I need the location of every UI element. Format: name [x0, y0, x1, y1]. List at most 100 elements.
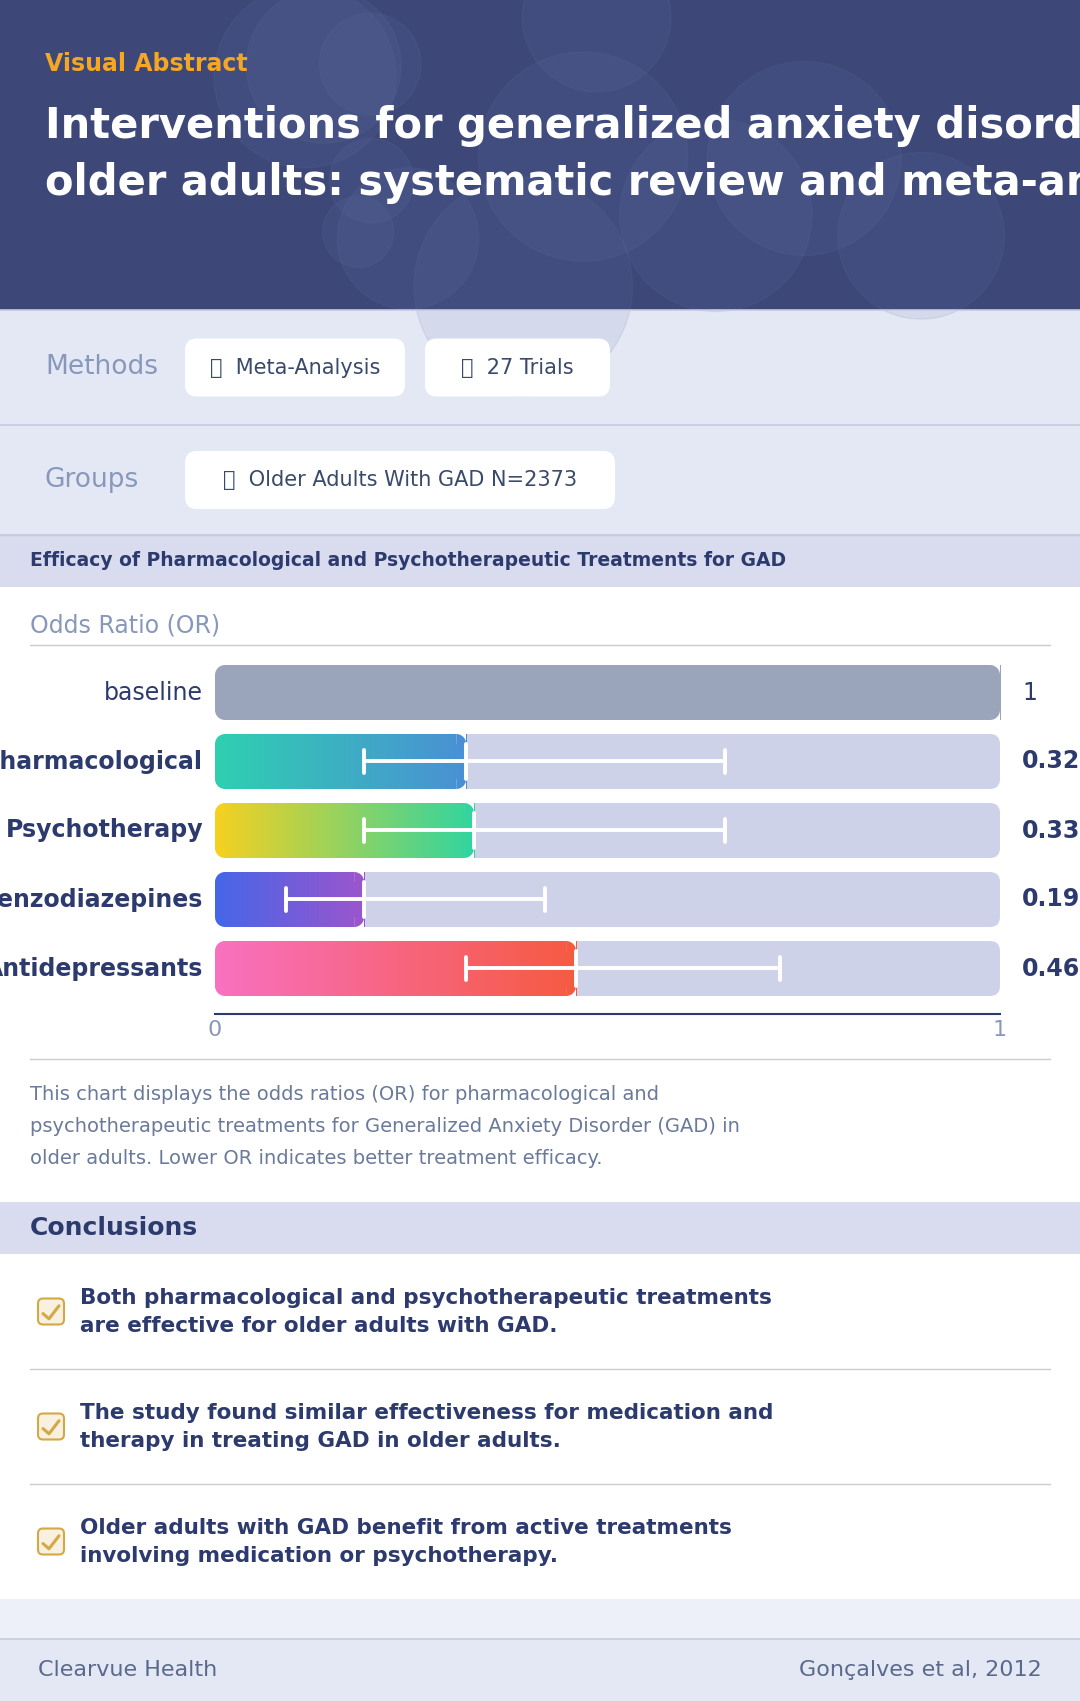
Bar — [252, 735, 254, 789]
Bar — [247, 941, 249, 997]
Bar — [384, 941, 387, 997]
Bar — [252, 873, 253, 927]
Bar — [349, 941, 351, 997]
Bar — [215, 941, 225, 951]
Bar — [788, 665, 792, 720]
Bar — [336, 803, 338, 857]
Bar — [364, 665, 368, 720]
Bar — [568, 941, 570, 997]
Bar — [246, 941, 248, 997]
Bar — [270, 873, 272, 927]
Bar — [423, 735, 426, 789]
Bar — [352, 873, 354, 927]
Bar — [455, 735, 457, 789]
Bar — [893, 665, 896, 720]
Bar — [359, 735, 360, 789]
Bar — [404, 735, 406, 789]
Bar — [312, 803, 314, 857]
Bar — [463, 735, 464, 789]
Bar — [219, 803, 221, 857]
Bar — [297, 803, 299, 857]
Bar — [673, 665, 676, 720]
Bar — [305, 873, 307, 927]
Bar — [544, 665, 549, 720]
Bar — [338, 941, 340, 997]
Bar — [309, 941, 311, 997]
Circle shape — [523, 0, 671, 92]
Bar — [424, 665, 428, 720]
Bar — [334, 803, 336, 857]
Bar — [427, 941, 429, 997]
Bar — [531, 665, 536, 720]
Bar — [461, 665, 464, 720]
Bar — [394, 803, 396, 857]
Bar — [321, 873, 322, 927]
Bar — [284, 735, 285, 789]
Bar — [411, 803, 413, 857]
Bar — [461, 735, 463, 789]
Bar — [363, 803, 365, 857]
Bar — [498, 941, 500, 997]
Bar — [349, 665, 352, 720]
Bar — [820, 665, 823, 720]
Bar — [351, 803, 352, 857]
Bar — [310, 873, 311, 927]
Bar — [475, 941, 477, 997]
Bar — [456, 803, 458, 857]
Text: Pharmacological: Pharmacological — [0, 750, 203, 774]
Bar — [963, 665, 967, 720]
Bar — [330, 873, 332, 927]
Bar — [710, 665, 713, 720]
Bar — [337, 873, 338, 927]
Bar — [384, 735, 386, 789]
Bar — [625, 665, 630, 720]
Bar — [234, 873, 235, 927]
Bar — [296, 803, 298, 857]
Bar — [550, 941, 552, 997]
Bar — [309, 665, 313, 720]
Bar — [296, 735, 298, 789]
Bar — [316, 873, 318, 927]
Bar — [368, 803, 369, 857]
Wedge shape — [456, 735, 467, 743]
Bar — [833, 665, 836, 720]
Bar — [326, 873, 327, 927]
Bar — [338, 803, 339, 857]
Bar — [308, 873, 310, 927]
Bar — [403, 735, 404, 789]
Bar — [354, 873, 355, 927]
Bar — [329, 873, 330, 927]
Bar — [447, 941, 449, 997]
Bar — [386, 803, 387, 857]
Bar — [408, 665, 413, 720]
Bar — [697, 665, 700, 720]
Bar — [232, 873, 233, 927]
Bar — [281, 873, 282, 927]
Bar — [678, 665, 681, 720]
Bar — [368, 735, 370, 789]
Bar — [443, 803, 445, 857]
Bar — [413, 941, 415, 997]
Bar — [302, 873, 303, 927]
Bar — [429, 941, 431, 997]
Bar — [320, 735, 322, 789]
Bar — [397, 735, 400, 789]
Bar — [272, 803, 274, 857]
Bar — [396, 735, 397, 789]
Text: 0: 0 — [207, 1021, 222, 1039]
Bar — [474, 941, 476, 997]
Bar — [431, 803, 433, 857]
Bar — [239, 665, 242, 720]
Bar — [402, 941, 404, 997]
Bar — [459, 735, 460, 789]
Bar — [426, 735, 427, 789]
Bar — [454, 941, 456, 997]
Bar — [441, 735, 443, 789]
Bar — [273, 941, 275, 997]
Bar — [390, 803, 392, 857]
Bar — [406, 941, 408, 997]
Circle shape — [337, 168, 478, 310]
Bar — [330, 735, 333, 789]
Bar — [260, 873, 261, 927]
Bar — [291, 941, 293, 997]
